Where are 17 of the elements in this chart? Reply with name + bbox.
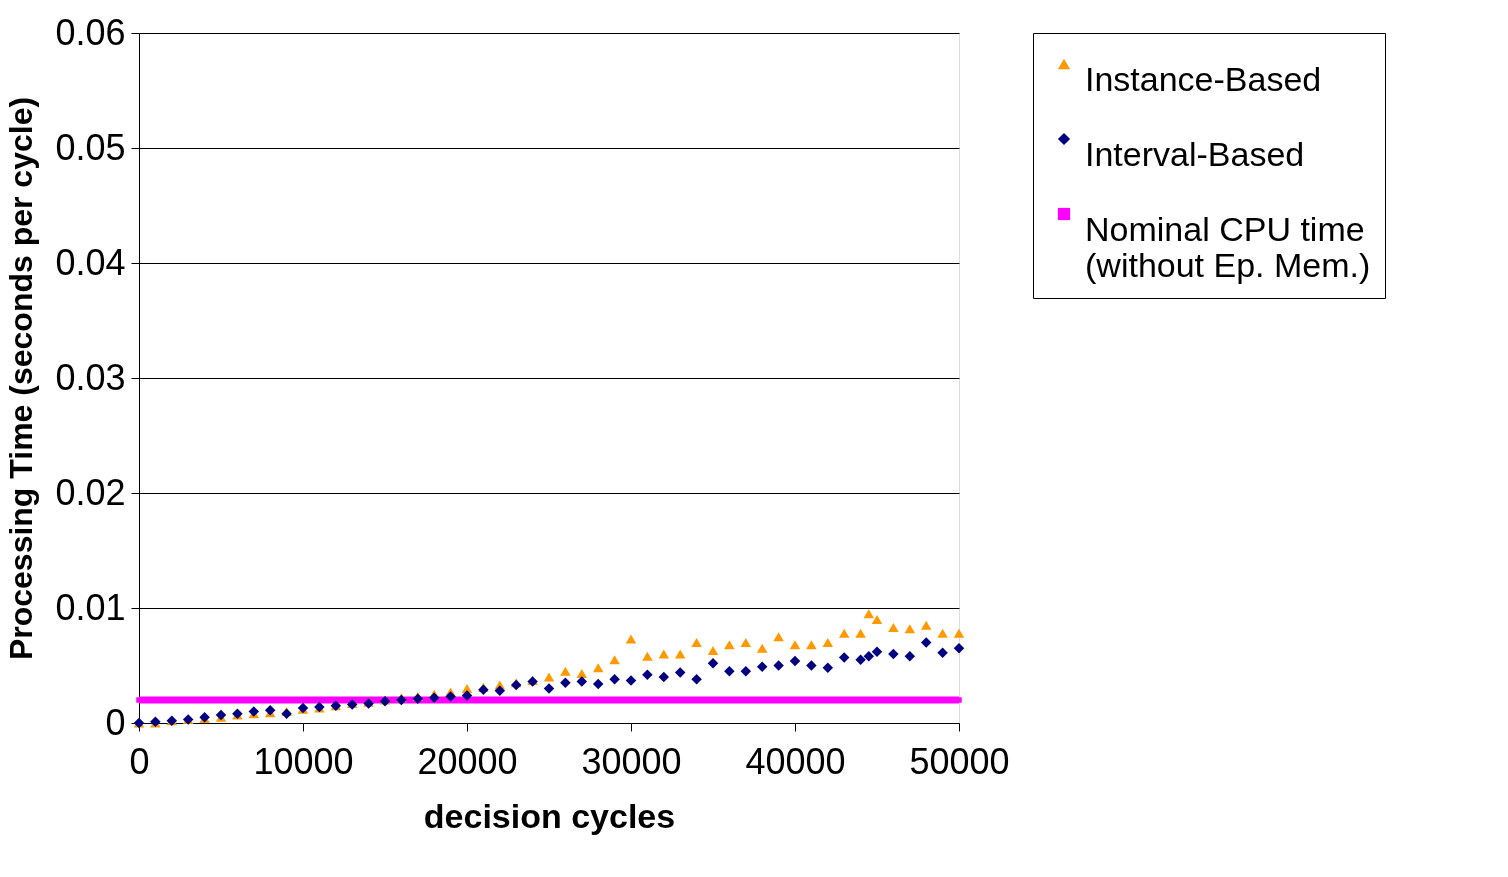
y-tick-label: 0.04	[55, 241, 126, 283]
y-tick-label: 0.05	[55, 126, 126, 168]
y-tick-label: 0.03	[55, 356, 126, 398]
x-tick-label: 20000	[417, 740, 518, 782]
legend-label: Instance-Based	[1085, 60, 1322, 98]
y-tick-label: 0	[105, 701, 126, 743]
x-tick-label: 40000	[745, 740, 846, 782]
x-tick-label: 50000	[909, 740, 1010, 782]
x-tick-label: 10000	[253, 740, 354, 782]
legend-label: Interval-Based	[1085, 135, 1305, 173]
x-tick-label: 30000	[581, 740, 682, 782]
y-tick-label: 0.01	[55, 586, 126, 628]
legend-label: Nominal CPU time (without Ep. Mem.)	[1085, 210, 1371, 284]
y-tick-label: 0.02	[55, 471, 126, 513]
y-tick-label: 0.06	[55, 11, 126, 53]
y-axis-title: Processing Time (seconds per cycle)	[3, 96, 40, 661]
x-axis-title: decision cycles	[423, 796, 676, 835]
